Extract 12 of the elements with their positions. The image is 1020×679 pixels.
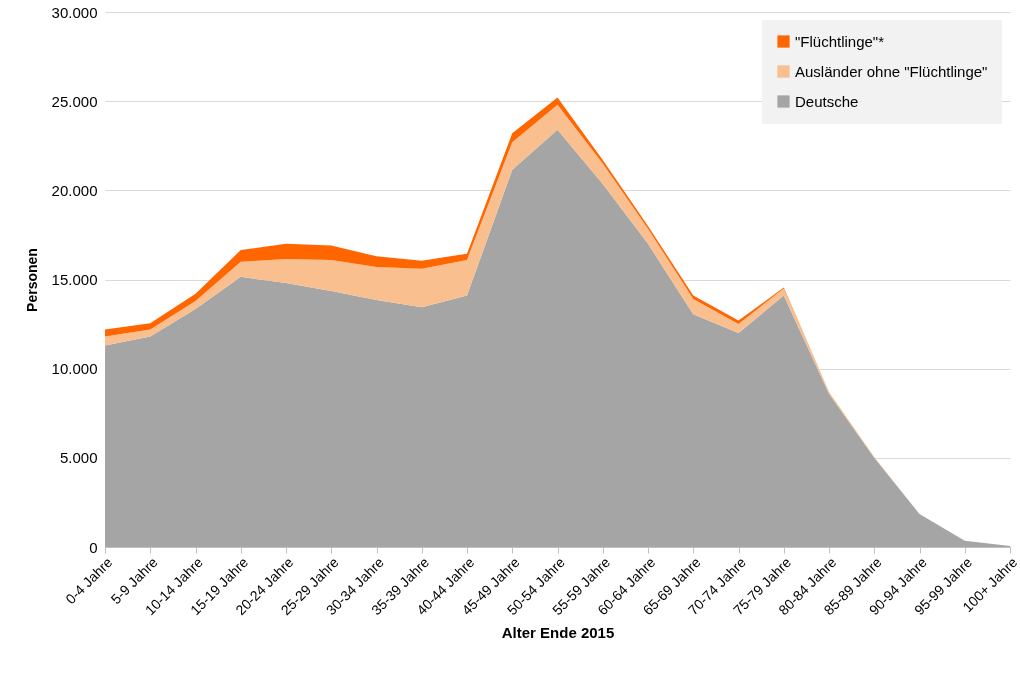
y-tick-label: 25.000 (51, 92, 98, 110)
legend-label: "Flüchtlinge"* (795, 32, 885, 50)
y-tick-label: 5.000 (59, 449, 98, 467)
y-tick-label: 10.000 (51, 360, 98, 378)
x-axis-title: Alter Ende 2015 (501, 624, 615, 642)
y-tick-label: 20.000 (51, 181, 98, 199)
y-tick-label: 0 (89, 538, 98, 556)
y-axis-title: Personen (23, 248, 40, 312)
y-tick-label: 30.000 (51, 3, 98, 21)
legend-label: Ausländer ohne "Flüchtlinge" (795, 62, 988, 80)
y-tick-label: 15.000 (51, 271, 98, 288)
legend-label: Deutsche (795, 92, 859, 110)
